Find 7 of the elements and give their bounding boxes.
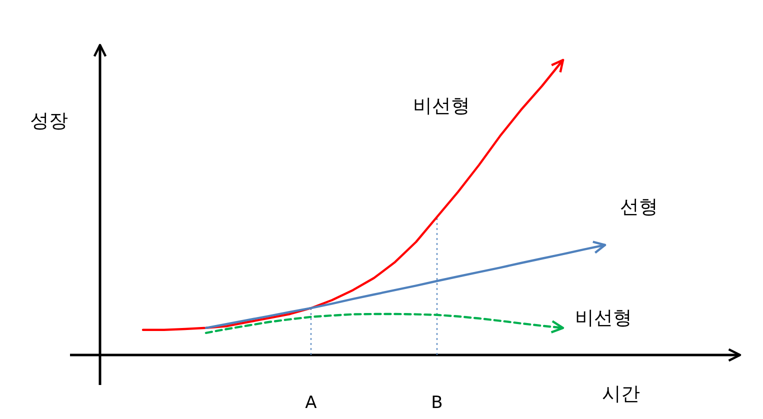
x-tick-label: B [431,393,443,413]
series-label: 선형 [620,196,658,218]
series-label: 비선형 [575,306,632,329]
y-axis-title: 성장 [30,110,68,132]
series-label: 비선형 [413,95,470,117]
x-tick-label: A [305,393,318,413]
x-axis-title: 시간 [602,383,640,405]
